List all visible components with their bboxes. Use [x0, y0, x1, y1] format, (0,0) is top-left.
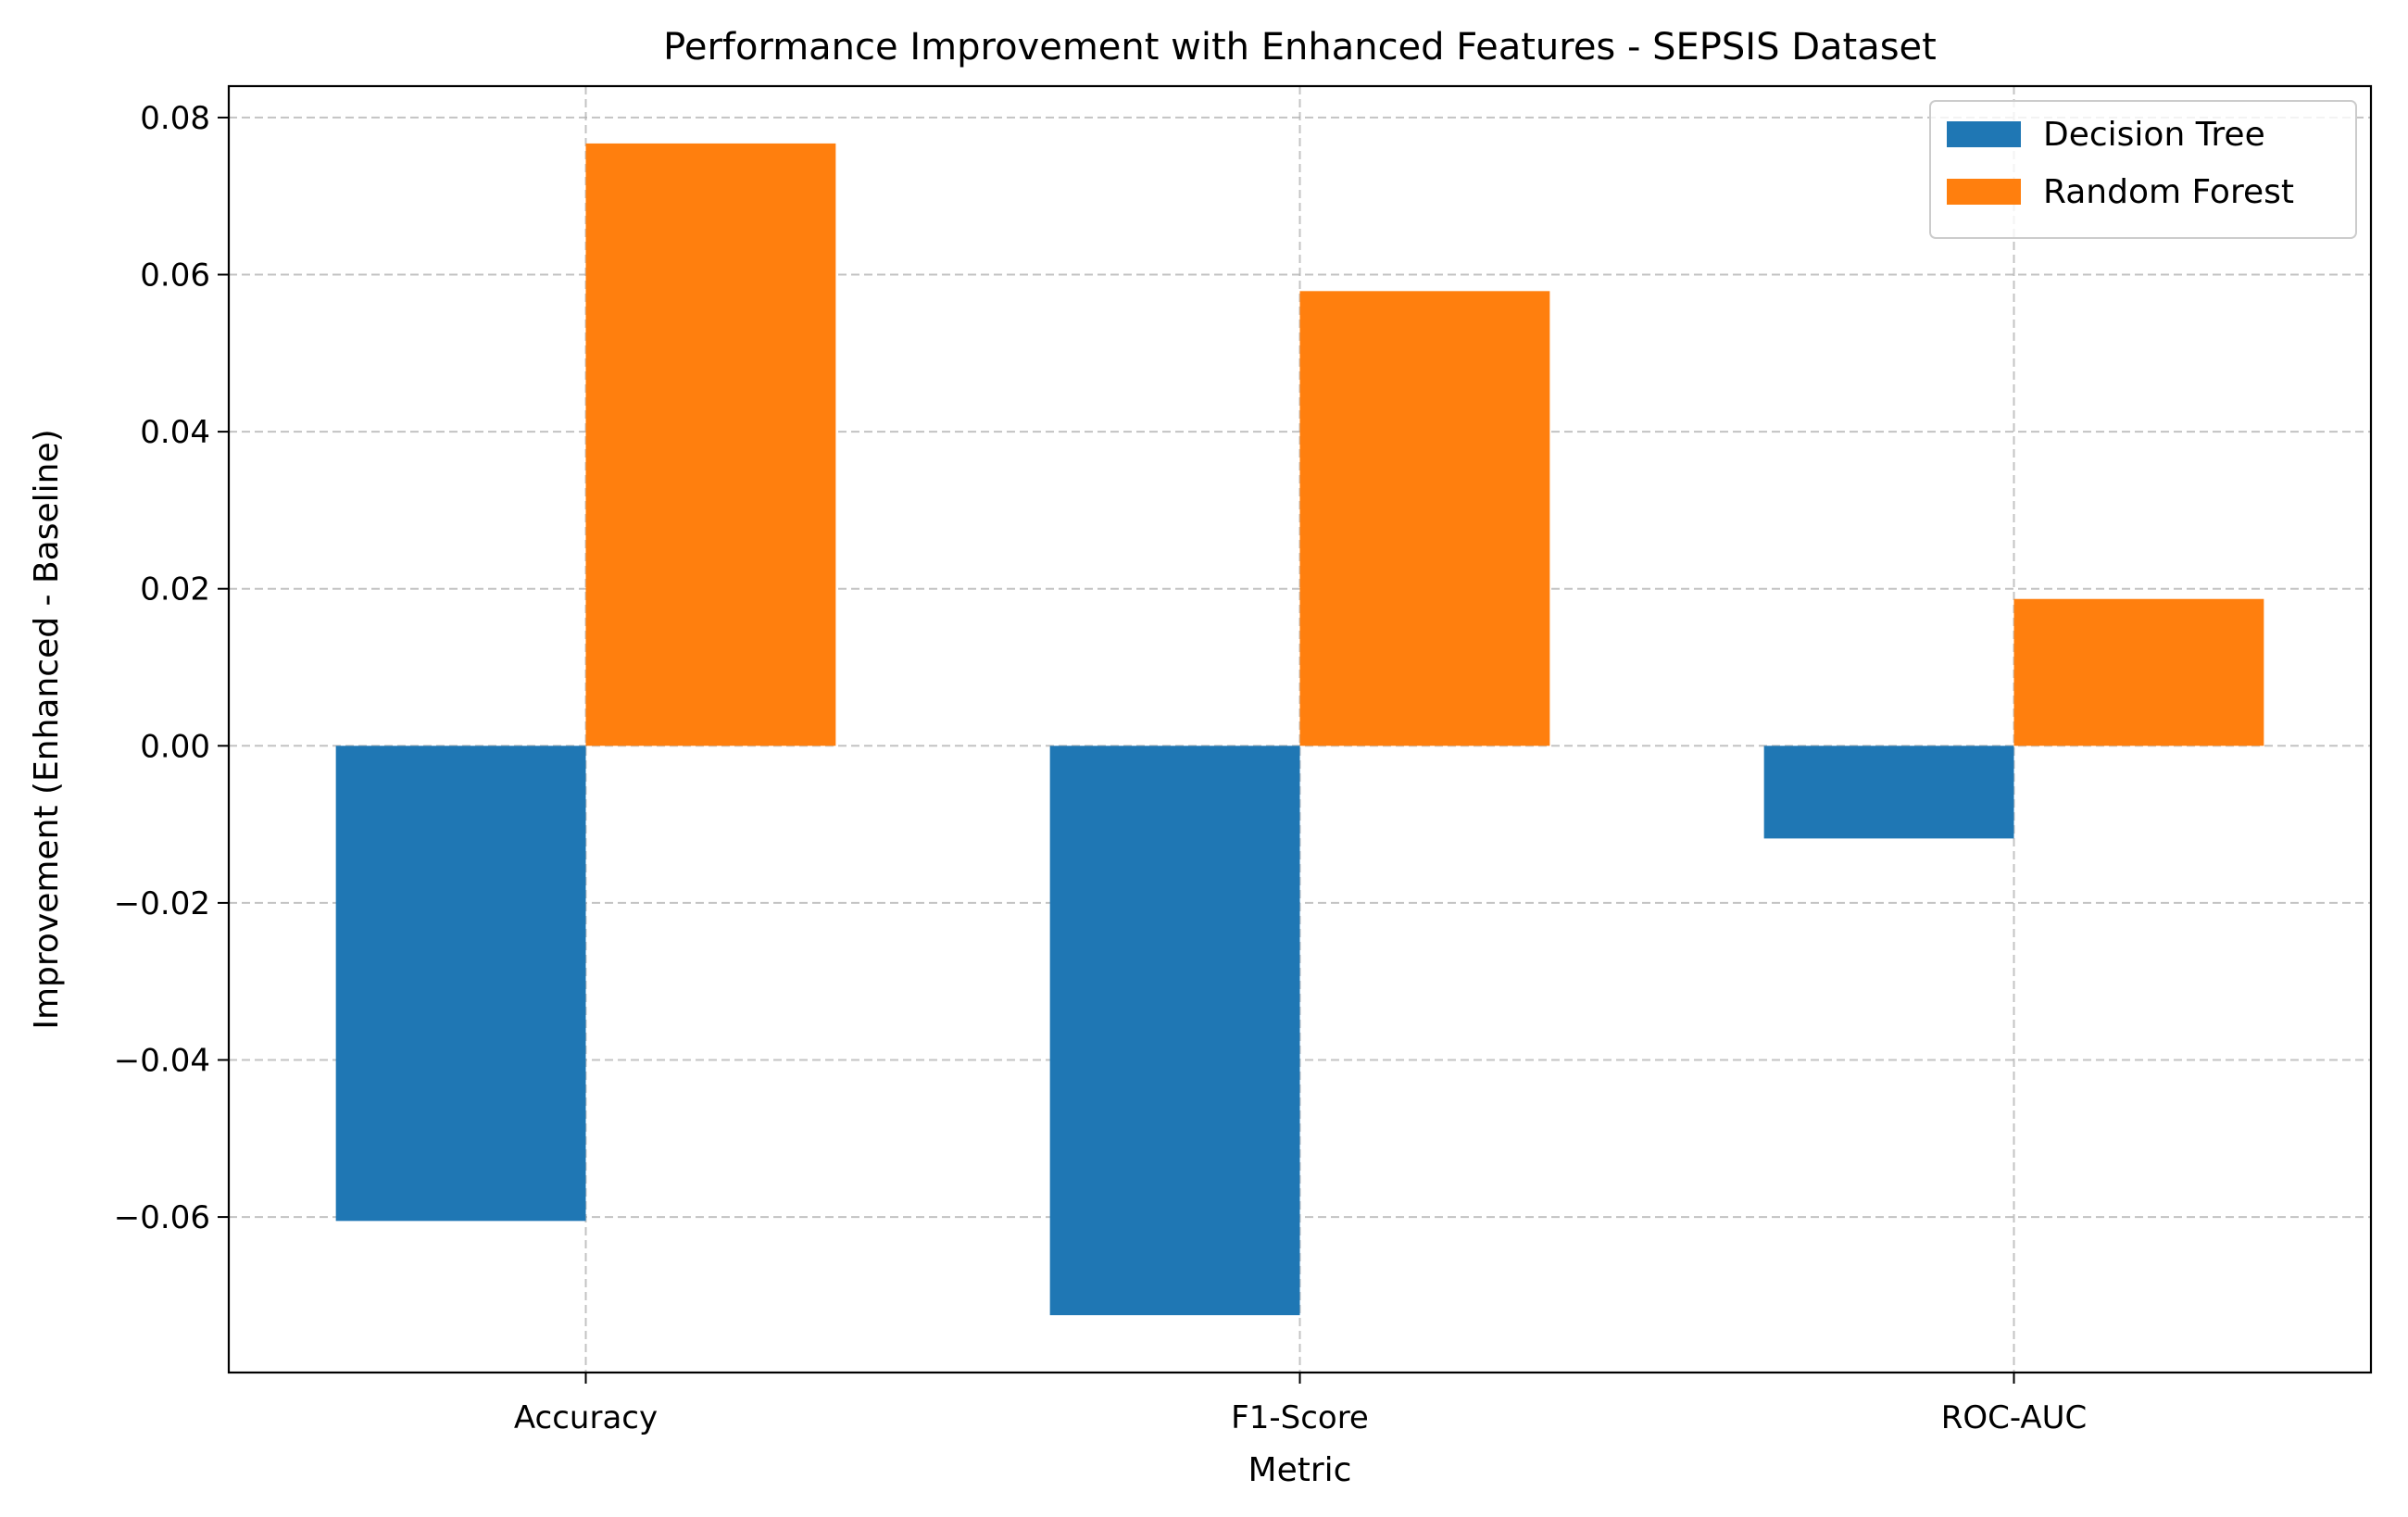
bar-random-forest-f1-score: [1299, 291, 1550, 746]
legend-label: Random Forest: [2043, 173, 2294, 211]
y-tick-label: −0.02: [114, 885, 210, 922]
y-tick-label: 0.08: [140, 100, 210, 137]
bar-decision-tree-roc-auc: [1763, 746, 2014, 839]
bar-random-forest-accuracy: [585, 143, 836, 746]
bar-decision-tree-f1-score: [1049, 746, 1300, 1316]
y-tick-label: −0.06: [114, 1199, 210, 1236]
axis-ticks: −0.06 −0.04 −0.02 0.00 0.02 0.04 0.06 0.08 Accur…: [114, 100, 2087, 1436]
legend-label: Decision Tree: [2043, 116, 2265, 154]
x-axis-label: Metric: [1248, 1451, 1352, 1489]
legend-swatch: [1947, 121, 2021, 147]
y-tick-label: −0.04: [114, 1043, 210, 1080]
bar-decision-tree-accuracy: [335, 746, 586, 1222]
x-tick-label: Accuracy: [514, 1399, 658, 1436]
legend-swatch: [1947, 179, 2021, 205]
x-tick-label: F1-Score: [1231, 1399, 1369, 1436]
x-tick-label: ROC-AUC: [1941, 1399, 2088, 1436]
y-tick-label: 0.06: [140, 257, 210, 295]
y-tick-label: 0.00: [140, 728, 210, 765]
bars: [335, 143, 2264, 1316]
y-tick-label: 0.04: [140, 414, 210, 451]
chart-title: Performance Improvement with Enhanced Fe…: [663, 26, 1937, 69]
bar-random-forest-roc-auc: [2013, 598, 2264, 746]
y-axis-label: Improvement (Enhanced - Baseline): [28, 429, 66, 1029]
legend: Decision Tree Random Forest: [1929, 100, 2357, 239]
y-tick-label: 0.02: [140, 571, 210, 608]
legend-box: [1929, 100, 2357, 239]
